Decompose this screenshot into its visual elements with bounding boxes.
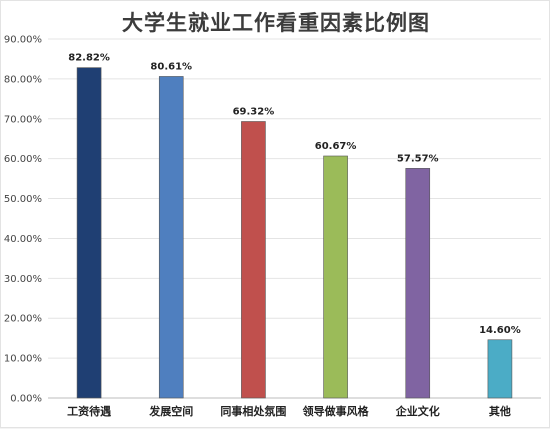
x-tick-label: 领导做事风格 <box>302 404 370 418</box>
bar <box>76 67 102 399</box>
data-label: 57.57% <box>397 153 439 164</box>
y-tick-label: 80.00% <box>4 74 42 85</box>
x-tick-label: 同事相处氛围 <box>220 404 286 418</box>
y-tick-label: 20.00% <box>4 314 42 325</box>
y-tick-label: 90.00% <box>4 35 42 46</box>
y-tick-label: 30.00% <box>4 274 42 285</box>
chart-title: 大学生就业工作看重因素比例图 <box>122 11 430 35</box>
y-tick-label: 60.00% <box>4 154 42 165</box>
data-label: 82.82% <box>68 53 110 64</box>
y-tick-label: 0.00% <box>10 394 42 405</box>
y-tick-label: 40.00% <box>4 234 42 245</box>
y-tick-label: 70.00% <box>4 114 42 125</box>
bar <box>158 76 184 399</box>
bar <box>487 339 513 399</box>
data-label: 69.32% <box>233 106 275 117</box>
data-label: 60.67% <box>315 141 357 152</box>
bar <box>323 155 348 399</box>
x-tick-label: 发展空间 <box>148 404 193 418</box>
x-tick-label: 企业文化 <box>395 404 440 418</box>
bar <box>241 121 266 399</box>
data-label: 14.60% <box>479 325 521 336</box>
x-tick-label: 其他 <box>489 404 511 418</box>
y-tick-label: 10.00% <box>4 354 42 365</box>
y-tick-label: 50.00% <box>4 194 42 205</box>
bar <box>405 168 431 399</box>
data-label: 80.61% <box>150 61 192 72</box>
x-tick-label: 工资待遇 <box>67 404 111 418</box>
